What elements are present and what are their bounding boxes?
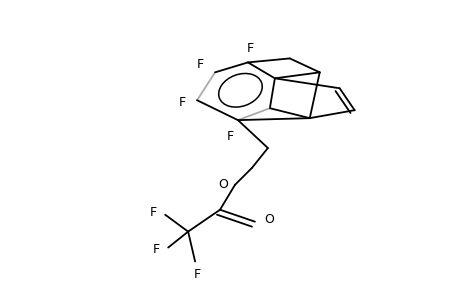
Text: O: O (263, 213, 273, 226)
Text: F: F (149, 206, 157, 219)
Text: F: F (193, 268, 200, 281)
Text: F: F (152, 243, 159, 256)
Text: O: O (218, 178, 228, 191)
Text: F: F (226, 130, 233, 142)
Text: F: F (178, 96, 185, 109)
Text: F: F (246, 42, 253, 55)
Text: F: F (196, 58, 203, 71)
